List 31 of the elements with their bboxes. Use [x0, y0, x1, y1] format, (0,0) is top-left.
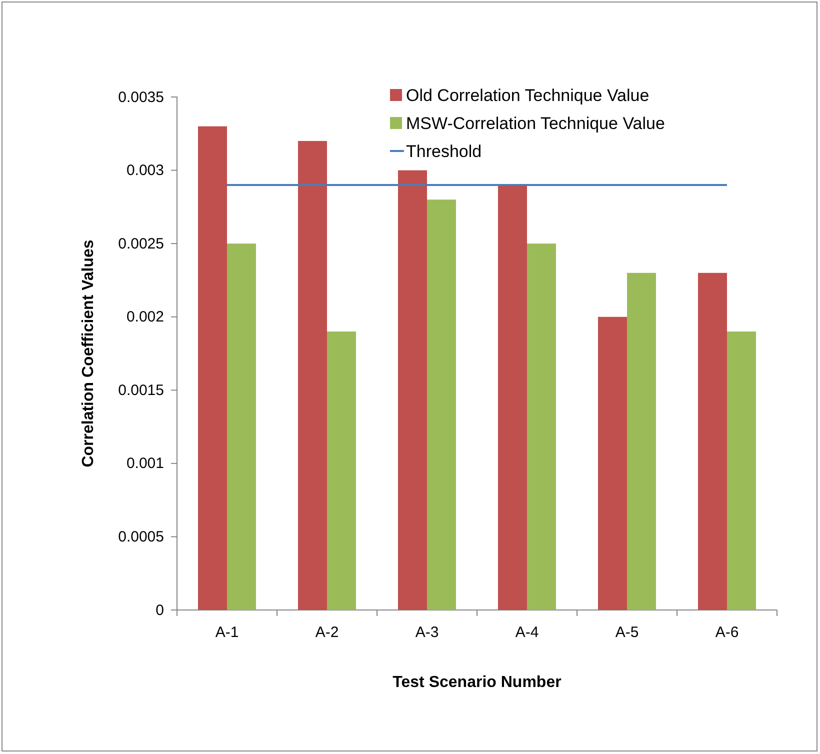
y-tick-label: 0.0025 [118, 235, 164, 252]
bar [298, 140, 327, 610]
bar [698, 272, 727, 610]
bar [727, 332, 756, 610]
x-tick-label: A-1 [215, 624, 239, 641]
legend-label: Threshold [406, 142, 482, 161]
legend-label: Old Correlation Technique Value [406, 86, 650, 105]
y-axis-title: Correlation Coefficient Values [80, 240, 97, 468]
y-tick-label: 0.001 [126, 455, 164, 472]
x-tick-label: A-2 [315, 624, 339, 641]
x-tick-label: A-5 [615, 624, 639, 641]
bar [598, 316, 627, 610]
bar [427, 200, 456, 610]
y-tick-label: 0.0035 [118, 88, 164, 106]
y-tick-label: 0.0015 [118, 382, 164, 399]
x-axis-title: Test Scenario Number [392, 674, 562, 691]
y-tick-label: 0.0005 [118, 528, 164, 546]
bar [327, 332, 356, 610]
bar [398, 170, 427, 610]
bar [227, 244, 256, 610]
bar [627, 272, 656, 610]
bar [498, 184, 527, 610]
legend-label: MSW-Correlation Technique Value [406, 114, 665, 133]
y-tick-label: 0 [156, 602, 164, 619]
y-tick-label: 0.003 [126, 162, 164, 180]
x-tick-label: A-3 [415, 624, 439, 641]
x-tick-label: A-4 [515, 624, 539, 641]
x-tick-label: A-6 [715, 624, 739, 641]
y-tick-label: 0.002 [126, 308, 164, 326]
bar [527, 244, 556, 610]
bar [198, 126, 227, 610]
